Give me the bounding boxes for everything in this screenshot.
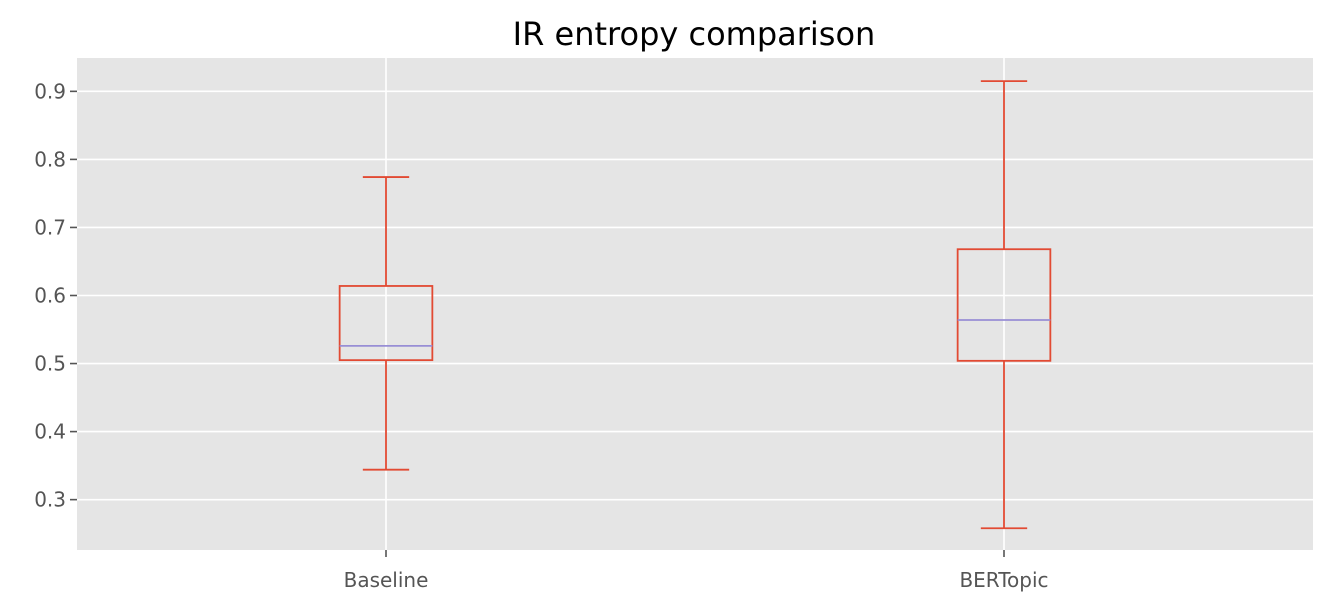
y-tick-label: 0.8 <box>34 147 66 171</box>
x-tick-label: Baseline <box>344 568 429 592</box>
axes: 0.3 0.4 0.5 0.6 0.7 0.8 0.9 Baseline BERTopic <box>34 79 1048 592</box>
y-tick-label: 0.6 <box>34 283 66 307</box>
box-bertopic <box>956 80 1052 530</box>
y-tick-label: 0.9 <box>34 79 66 103</box>
x-tick-label: BERTopic <box>959 568 1048 592</box>
chart-title: IR entropy comparison <box>513 15 876 53</box>
iqr-box <box>956 248 1052 362</box>
grid-lines <box>77 58 1313 550</box>
y-tick-label: 0.4 <box>34 420 66 444</box>
iqr-box <box>338 285 434 362</box>
box-baseline <box>338 176 434 471</box>
boxes <box>338 80 1052 530</box>
y-tick-label: 0.5 <box>34 352 66 376</box>
plot-area <box>77 58 1313 550</box>
y-tick-label: 0.3 <box>34 488 66 512</box>
y-tick-label: 0.7 <box>34 215 66 239</box>
